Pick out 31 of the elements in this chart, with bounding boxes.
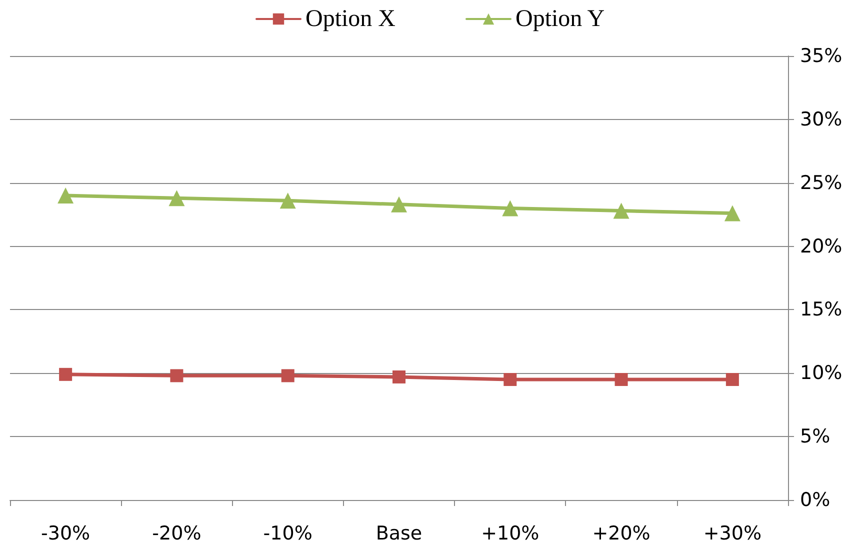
legend-label: Option X	[306, 6, 396, 32]
point	[504, 372, 517, 386]
x-tick-label: +10%	[481, 522, 540, 544]
y-tick-label: 15%	[800, 298, 842, 321]
x-tick-label: -30%	[41, 522, 90, 544]
point	[280, 192, 296, 209]
x-tick-label: -10%	[263, 522, 312, 544]
y-tick-label: 5%	[800, 426, 830, 448]
point	[502, 200, 518, 216]
point	[281, 369, 294, 382]
y-tick-label: 20%	[800, 235, 842, 258]
x-tick-label: +30%	[703, 522, 762, 544]
y-tick-label: 35%	[800, 45, 842, 67]
y-tick-label: 0%	[800, 489, 830, 511]
y-tick-label: 25%	[800, 172, 842, 194]
point	[724, 205, 740, 222]
legend-label: Option Y	[516, 6, 605, 32]
point	[170, 369, 184, 382]
point	[58, 188, 74, 204]
x-tick-label: +20%	[592, 522, 650, 544]
point	[391, 196, 407, 212]
point	[59, 368, 72, 381]
point	[726, 372, 739, 386]
x-tick-label: -20%	[152, 522, 202, 544]
point	[614, 372, 628, 386]
point	[613, 202, 630, 219]
point	[392, 370, 406, 384]
x-tick-label: Base	[376, 522, 422, 544]
point	[168, 190, 185, 206]
y-tick-label: 10%	[800, 362, 842, 384]
y-tick-label: 30%	[800, 108, 842, 130]
